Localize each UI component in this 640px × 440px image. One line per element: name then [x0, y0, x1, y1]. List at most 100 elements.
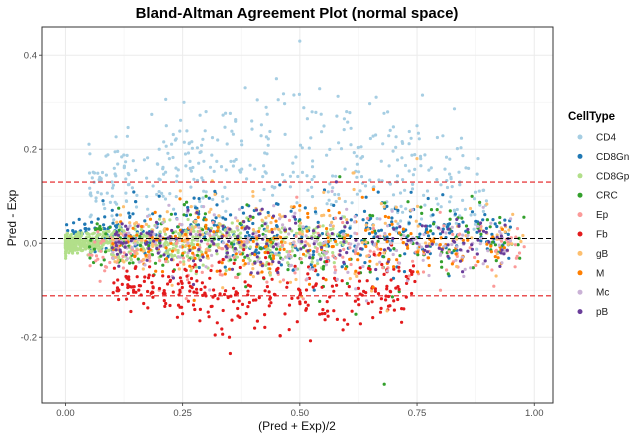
data-point: [182, 260, 186, 264]
data-point: [237, 250, 241, 254]
data-point: [312, 249, 316, 254]
data-point: [478, 203, 482, 207]
data-point: [208, 288, 212, 292]
data-point: [139, 232, 143, 236]
data-point: [308, 253, 312, 257]
data-point: [319, 112, 323, 116]
data-point: [288, 264, 292, 268]
data-point: [269, 240, 273, 244]
data-point: [386, 110, 390, 114]
data-point: [149, 291, 153, 295]
data-point: [263, 289, 267, 293]
data-point: [415, 124, 419, 128]
legend-title: CellType: [568, 111, 615, 123]
data-point: [416, 253, 420, 257]
data-point: [271, 260, 275, 264]
data-point: [446, 254, 450, 258]
data-point: [390, 209, 394, 213]
data-point: [143, 263, 147, 267]
data-point: [188, 225, 192, 229]
data-point: [337, 196, 341, 201]
data-point: [103, 269, 107, 273]
data-point: [201, 263, 205, 267]
data-point: [387, 134, 391, 138]
data-point: [348, 226, 352, 230]
data-point: [156, 162, 160, 166]
data-point: [224, 111, 228, 115]
data-point: [126, 125, 130, 130]
data-point: [131, 226, 135, 230]
data-point: [202, 189, 206, 193]
data-point: [480, 236, 484, 240]
data-point: [361, 218, 365, 222]
data-point: [92, 231, 96, 235]
data-point: [334, 180, 338, 184]
data-point: [382, 248, 387, 252]
data-point: [224, 168, 228, 172]
data-point: [185, 200, 189, 204]
data-point: [99, 192, 103, 196]
data-point: [276, 98, 280, 102]
data-point: [155, 246, 159, 251]
data-point: [476, 238, 480, 242]
data-point: [187, 258, 191, 262]
data-point: [186, 241, 190, 245]
data-point: [278, 280, 282, 284]
data-point: [265, 112, 269, 116]
data-point: [278, 183, 282, 187]
data-point: [106, 153, 110, 157]
data-point: [406, 246, 410, 250]
data-point: [462, 241, 466, 245]
legend-key-fb: [577, 231, 583, 237]
data-point: [350, 201, 354, 205]
data-point: [129, 309, 133, 314]
data-point: [420, 245, 424, 249]
data-point: [123, 245, 127, 249]
data-point: [97, 226, 101, 230]
data-point: [154, 238, 158, 242]
data-point: [359, 247, 363, 251]
data-point: [515, 227, 520, 231]
data-point: [378, 310, 383, 314]
data-point: [176, 250, 180, 255]
data-point: [130, 186, 134, 190]
data-point: [508, 225, 512, 229]
data-point: [325, 227, 329, 231]
data-point: [164, 170, 168, 174]
data-point: [341, 328, 345, 332]
legend-key-cd8gn: [577, 153, 583, 159]
y-tick-label: -0.2: [21, 333, 37, 344]
data-point: [428, 224, 432, 228]
data-point: [448, 172, 452, 176]
data-point: [128, 215, 132, 219]
data-point: [406, 234, 410, 238]
data-point: [214, 216, 218, 220]
data-point: [391, 149, 395, 153]
data-point: [353, 215, 357, 219]
data-point: [368, 178, 372, 182]
data-point: [332, 289, 336, 293]
data-point: [313, 210, 318, 214]
data-point: [278, 247, 282, 252]
data-point: [74, 230, 78, 234]
data-point: [441, 193, 445, 197]
data-point: [459, 136, 464, 140]
data-point: [141, 257, 146, 262]
data-point: [422, 252, 426, 256]
data-point: [272, 254, 276, 258]
data-point: [208, 276, 212, 280]
data-point: [435, 208, 439, 212]
data-point: [298, 204, 302, 208]
data-point: [423, 153, 427, 157]
data-point: [352, 187, 356, 192]
data-point: [266, 251, 270, 255]
data-point: [267, 262, 271, 266]
data-point: [224, 268, 228, 273]
data-point: [117, 228, 121, 232]
data-point: [266, 143, 270, 147]
data-point: [200, 281, 204, 285]
data-point: [407, 274, 411, 278]
data-point: [388, 304, 392, 308]
data-point: [454, 221, 458, 225]
